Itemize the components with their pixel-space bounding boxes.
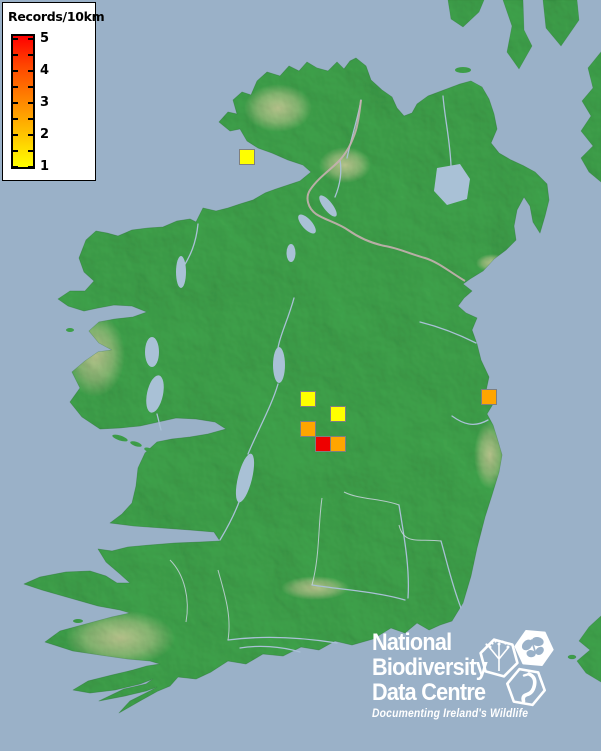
legend-tick: [28, 70, 33, 72]
legend: Records/10km 5 4 3 2 1: [2, 2, 105, 181]
seahorse-hexagon-icon: [505, 667, 547, 707]
logo-line-2: Biodiversity: [372, 654, 488, 681]
lough-mask: [145, 337, 159, 367]
legend-tick: [13, 166, 18, 168]
legend-tick: [13, 102, 18, 104]
legend-tick-label: 2: [40, 127, 50, 142]
grid-square[interactable]: [481, 389, 497, 405]
logo-tagline: Documenting Ireland's Wildlife: [372, 708, 529, 720]
rivers: [156, 95, 489, 653]
logo-line-1: National: [372, 629, 452, 656]
legend-tick: [28, 150, 33, 152]
legend-colorbar: [11, 34, 35, 169]
legend-tick: [28, 38, 33, 40]
britain-coast-fragments: [447, 0, 601, 683]
grid-square[interactable]: [239, 149, 255, 165]
butterfly-hexagon-icon: [514, 630, 554, 666]
legend-tick-label: 4: [40, 63, 50, 78]
grid-square[interactable]: [330, 406, 346, 422]
lough-neagh: [434, 164, 470, 205]
nbdc-logo-text: National Biodiversity Data Centre Docume…: [372, 630, 528, 720]
lough-erne-lower: [319, 195, 337, 217]
legend-tick: [28, 134, 33, 136]
small-islands: [66, 67, 471, 623]
legend-tick: [13, 38, 18, 40]
grid-square[interactable]: [330, 436, 346, 452]
grid-square[interactable]: [315, 436, 331, 452]
landmass-group: [23, 0, 601, 714]
grid-square[interactable]: [300, 421, 316, 437]
logo-line-3: Data Centre: [372, 679, 486, 706]
grid-square[interactable]: [300, 391, 316, 407]
county-borders: [169, 491, 442, 641]
sprig-hexagon-icon: [479, 638, 519, 678]
nbdc-hexagon-icons: [479, 630, 554, 707]
legend-tick: [28, 118, 33, 120]
legend-ticks: 5 4 3 2 1: [3, 3, 95, 180]
legend-tick-label: 5: [40, 31, 50, 46]
ni-border: [306, 99, 466, 282]
legend-tick: [28, 54, 33, 56]
lough-derg: [235, 453, 255, 503]
lough-ree: [273, 347, 285, 383]
legend-tick: [28, 86, 33, 88]
legend-tick: [13, 150, 18, 152]
legend-tick-label: 1: [40, 159, 50, 174]
nbdc-logo: National Biodiversity Data Centre Docume…: [372, 630, 554, 720]
lough-allen: [286, 244, 296, 262]
legend-tick: [13, 118, 18, 120]
lakes: [145, 164, 470, 503]
lough-corrib: [146, 375, 164, 413]
lough-erne-upper: [298, 214, 316, 234]
legend-tick: [28, 102, 33, 104]
legend-tick: [28, 166, 33, 168]
legend-tick: [13, 86, 18, 88]
legend-tick: [13, 134, 18, 136]
legend-tick: [13, 54, 18, 56]
lough-conn: [176, 256, 186, 288]
ireland-landmass: [23, 57, 550, 714]
legend-tick: [13, 70, 18, 72]
legend-tick-label: 3: [40, 95, 50, 110]
legend-title: Records/10km: [8, 9, 105, 24]
